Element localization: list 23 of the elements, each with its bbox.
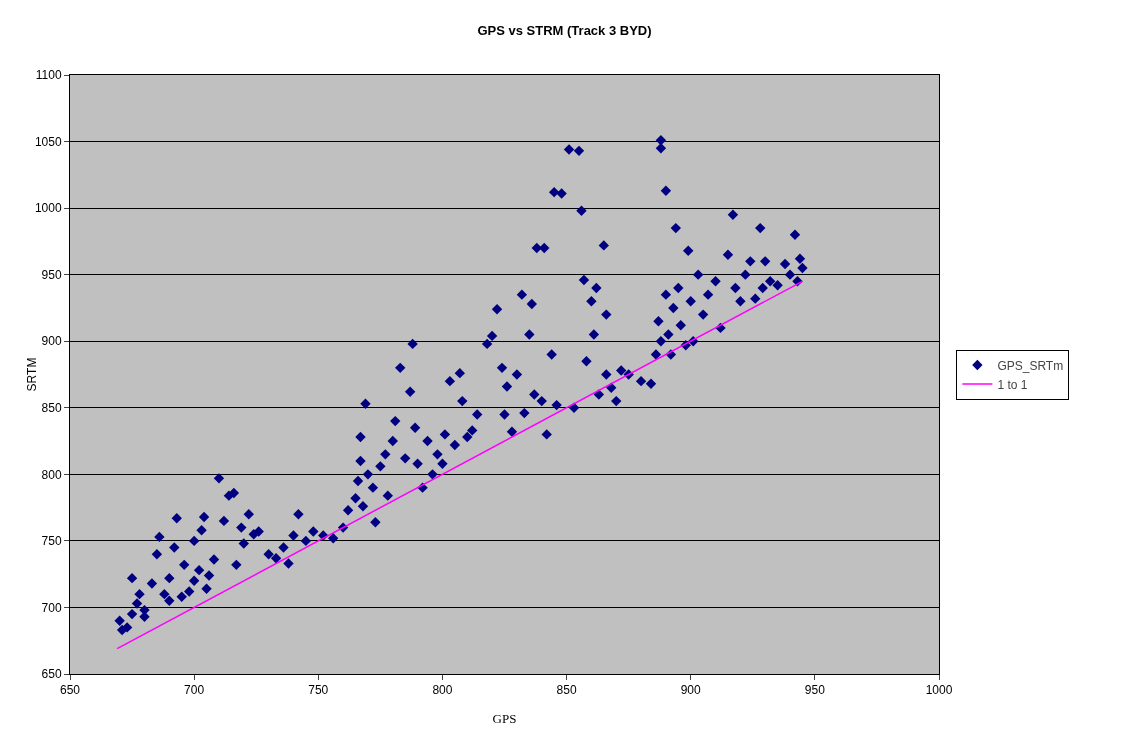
x-tick-label: 900 bbox=[680, 683, 702, 698]
legend-label: 1 to 1 bbox=[997, 377, 1028, 392]
x-axis-title: GPS bbox=[492, 711, 517, 726]
chart-title: GPS vs STRM (Track 3 BYD) bbox=[477, 23, 652, 39]
y-tick-label: 650 bbox=[41, 667, 62, 682]
x-tick-label: 800 bbox=[432, 683, 453, 698]
y-tick-label: 850 bbox=[41, 400, 62, 415]
y-tick-label: 1100 bbox=[35, 68, 62, 83]
y-axis-title: SRTM bbox=[25, 357, 39, 392]
y-tick-label: 700 bbox=[41, 600, 62, 615]
y-tick-label: 1000 bbox=[34, 201, 62, 216]
y-tick-label: 900 bbox=[41, 334, 62, 349]
x-tick-label: 700 bbox=[184, 683, 205, 698]
legend-label: GPS_SRTm bbox=[997, 358, 1064, 373]
y-tick-label: 750 bbox=[41, 534, 62, 549]
y-tick-label: 950 bbox=[41, 267, 62, 282]
x-tick-label: 1000 bbox=[925, 683, 953, 698]
x-tick-label: 850 bbox=[556, 683, 577, 698]
y-tick-label: 800 bbox=[41, 467, 62, 482]
x-tick-label: 750 bbox=[308, 683, 329, 698]
x-tick-label: 650 bbox=[59, 683, 81, 698]
x-tick-label: 950 bbox=[804, 683, 826, 698]
y-tick-label: 1050 bbox=[34, 134, 62, 149]
